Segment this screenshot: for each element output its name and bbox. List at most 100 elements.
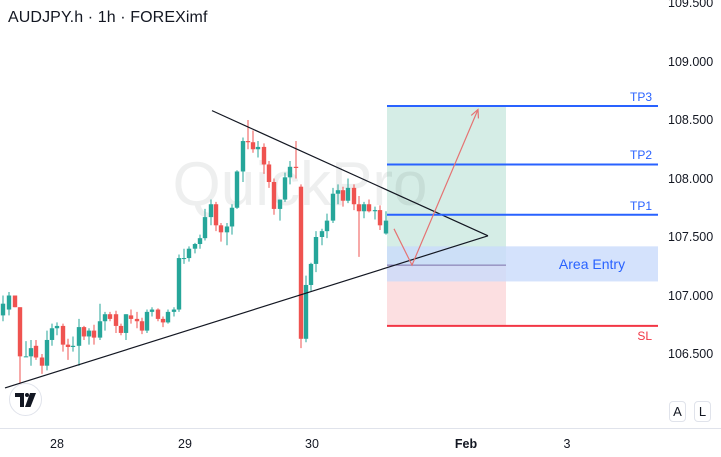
candle-up xyxy=(6,291,12,316)
candle-down xyxy=(81,325,87,340)
symbol-title[interactable]: AUDJPY.h · 1h · FOREXimf xyxy=(8,9,208,26)
candle-up xyxy=(313,231,319,273)
candle-down xyxy=(139,317,145,335)
candle-up xyxy=(44,330,50,371)
candle-up xyxy=(335,184,341,205)
time-axis[interactable]: 28 29 30 Feb 3 xyxy=(0,428,721,457)
candle-up xyxy=(308,262,314,291)
candle-up xyxy=(324,213,330,239)
candle-up xyxy=(234,170,240,209)
price-axis[interactable]: 109.500 109.000 108.500 108.000 107.500 107.0… xyxy=(664,0,721,428)
candle-up xyxy=(202,208,208,241)
drawings-group xyxy=(4,104,658,389)
candle-down xyxy=(17,307,23,387)
tradingview-logo[interactable] xyxy=(9,383,42,416)
candle-down xyxy=(160,316,166,328)
candle-up xyxy=(149,307,155,317)
arrow-head-icon xyxy=(470,108,480,119)
price-label: 106.500 xyxy=(668,347,714,361)
candle-up xyxy=(277,199,283,221)
candle-down xyxy=(266,160,272,188)
time-label: Feb xyxy=(454,437,478,451)
entry-zone[interactable] xyxy=(387,246,658,282)
price-label: 107.000 xyxy=(668,288,714,303)
candle-up xyxy=(319,228,325,246)
candle-up xyxy=(330,187,336,223)
candle-up xyxy=(255,141,261,158)
candle-up xyxy=(144,309,150,333)
candle-down xyxy=(128,309,134,324)
candle-up xyxy=(102,311,108,331)
log-scale-button[interactable]: L xyxy=(694,401,711,422)
candle-up xyxy=(54,322,60,336)
candle-up xyxy=(70,336,76,352)
candle-up xyxy=(229,204,235,235)
price-label: 109.500 xyxy=(668,0,714,10)
candle-down xyxy=(377,205,383,230)
candle-down xyxy=(245,120,251,150)
candle-up xyxy=(208,199,214,226)
candle-down xyxy=(340,186,346,207)
candle-up xyxy=(287,160,293,185)
candle-down xyxy=(298,184,304,349)
candle-up xyxy=(49,323,55,346)
candle-down xyxy=(33,339,39,360)
area-entry-label: Area Entry xyxy=(558,255,626,272)
candle-down xyxy=(65,338,71,360)
time-label: 28 xyxy=(50,437,64,451)
time-label: 3 xyxy=(563,437,571,451)
candle-down xyxy=(134,311,140,329)
candlestick-chart[interactable]: QuickPro xyxy=(0,0,721,428)
tp2-label: TP2 xyxy=(629,148,652,163)
price-label: 108.500 xyxy=(668,113,714,127)
candle-down xyxy=(250,130,256,153)
time-label: 30 xyxy=(305,437,319,451)
candle-down xyxy=(366,199,372,213)
candle-down xyxy=(91,324,97,345)
candle-down xyxy=(271,178,277,215)
candle-up xyxy=(97,303,103,340)
candle-down xyxy=(351,184,357,211)
candle-up xyxy=(0,295,6,322)
candle-up xyxy=(240,137,246,183)
candle-up xyxy=(186,246,192,262)
candle-up xyxy=(197,234,203,249)
tp3-label: TP3 xyxy=(629,89,652,104)
candle-up xyxy=(345,178,351,204)
projected-path-arrow[interactable] xyxy=(393,109,479,267)
candle-up xyxy=(192,242,198,254)
candle-up xyxy=(165,309,171,324)
price-label: 107.500 xyxy=(668,230,714,244)
candle-down xyxy=(60,323,66,352)
candle-up xyxy=(28,339,34,366)
auto-scale-button[interactable]: A xyxy=(669,401,686,422)
lower-trendline[interactable] xyxy=(4,235,489,389)
candles-group xyxy=(0,120,389,387)
candle-up xyxy=(123,314,129,340)
candle-up xyxy=(171,307,177,317)
candle-down xyxy=(155,308,161,322)
candle-down xyxy=(113,310,119,333)
candle-up xyxy=(176,254,182,312)
candle-up xyxy=(383,211,389,235)
price-label: 108.000 xyxy=(668,171,714,186)
candle-up xyxy=(181,248,187,264)
time-label: 29 xyxy=(178,437,192,451)
candle-up xyxy=(282,172,288,202)
candle-down xyxy=(218,222,224,242)
candle-down xyxy=(261,143,267,174)
candle-down xyxy=(213,201,219,232)
tp1-label: TP1 xyxy=(629,198,652,213)
candle-down xyxy=(356,196,362,257)
candle-up xyxy=(86,328,92,345)
tradingview-logo-icon xyxy=(14,392,36,407)
price-label: 109.000 xyxy=(668,54,714,69)
candle-down xyxy=(12,295,18,308)
candle-up xyxy=(76,318,82,366)
candle-up xyxy=(224,222,230,246)
candle-down xyxy=(39,354,45,374)
candle-up xyxy=(361,201,367,219)
candle-up xyxy=(23,341,29,358)
sl-label: SL xyxy=(637,328,652,343)
